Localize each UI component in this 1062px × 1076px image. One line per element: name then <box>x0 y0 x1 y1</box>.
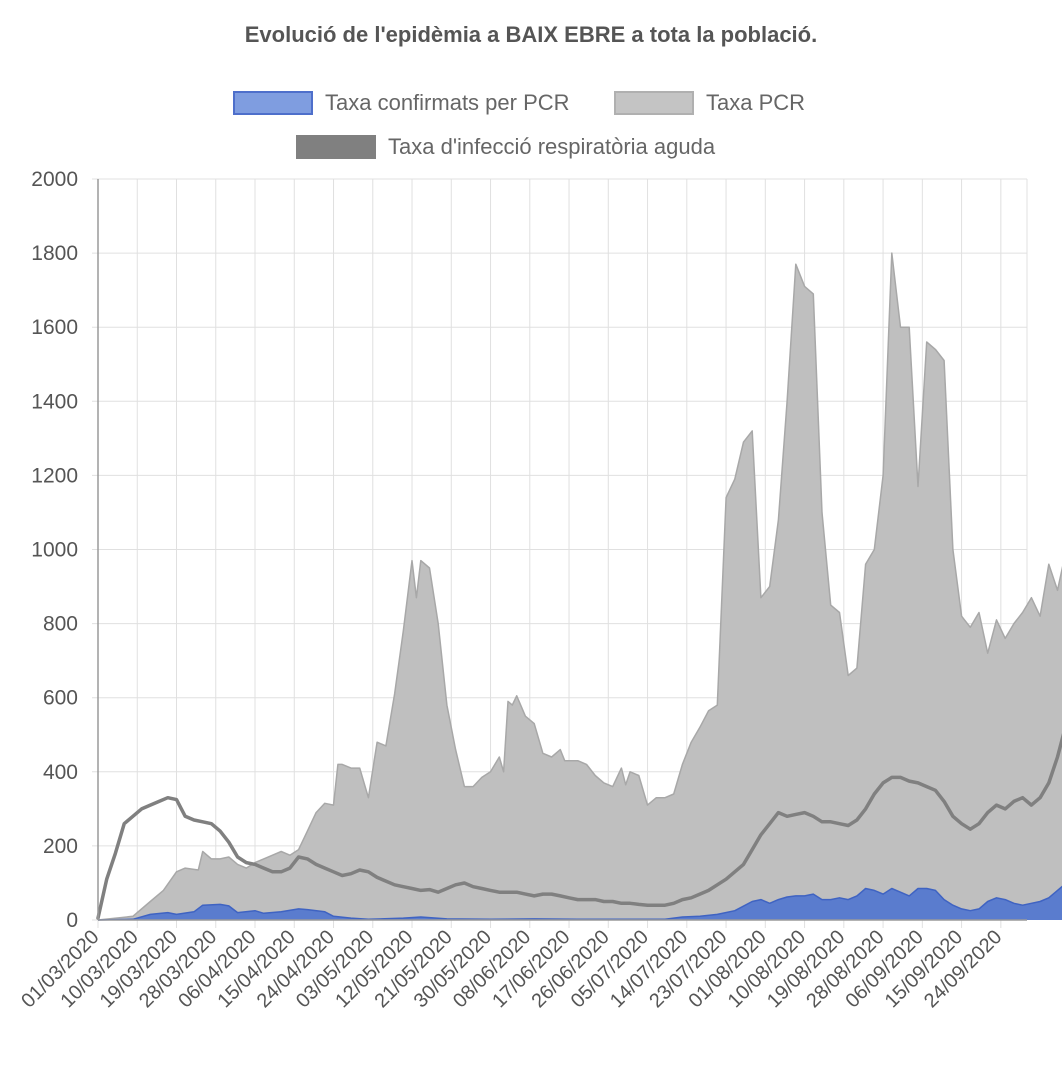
series-line-taxa-pcr <box>97 252 1062 921</box>
y-tick-label: 1000 <box>31 539 78 562</box>
y-tick-label: 1400 <box>31 390 78 413</box>
series-layer <box>96 252 1062 921</box>
y-tick-label: 400 <box>43 761 78 784</box>
chart-title: Evolució de l'epidèmia a BAIX EBRE a tot… <box>244 22 818 47</box>
y-tick-label: 1200 <box>31 464 78 487</box>
series-line-infeccio-respiratoria <box>96 733 1062 920</box>
legend-swatch-pcr <box>614 91 694 115</box>
legend-label-ira: Taxa d'infecció respiratòria aguda <box>388 134 716 159</box>
series-area-confirmats <box>98 886 1062 920</box>
y-tick-label: 2000 <box>31 168 78 191</box>
legend-item-pcr[interactable]: Taxa PCR <box>614 89 805 117</box>
legend-label-confirmats: Taxa confirmats per PCR <box>325 90 570 115</box>
y-tick-label: 600 <box>43 687 78 710</box>
y-tick-label: 800 <box>43 613 78 636</box>
y-tick-label: 1800 <box>31 242 78 265</box>
legend-label-pcr: Taxa PCR <box>706 90 806 115</box>
series-line-confirmats <box>97 885 1062 921</box>
series-area-taxa-pcr <box>98 253 1062 920</box>
y-tick-label: 200 <box>43 835 78 858</box>
legend-item-confirmats[interactable]: Taxa confirmats per PCR <box>233 89 570 117</box>
legend-swatch-ira <box>296 135 376 159</box>
legend-item-ira[interactable]: Taxa d'infecció respiratòria aguda <box>296 133 715 161</box>
y-tick-label: 0 <box>66 909 78 932</box>
legend-swatch-confirmats <box>233 91 313 115</box>
y-tick-label: 1600 <box>31 316 78 339</box>
